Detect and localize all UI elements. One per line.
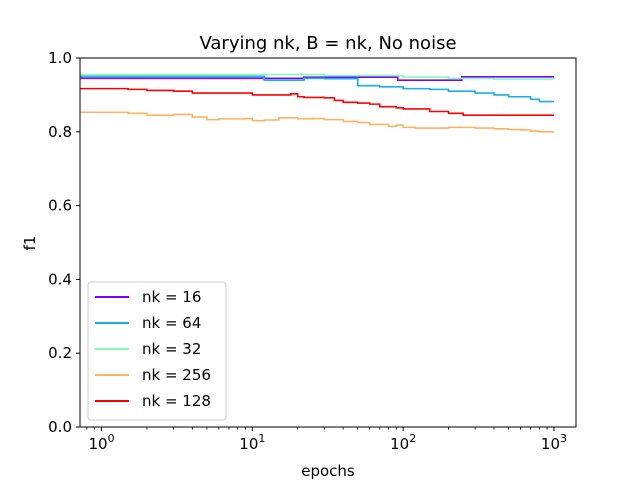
series-line-3 — [80, 111, 554, 133]
legend-label-3: nk = 256 — [142, 366, 211, 384]
y-tick-label-3: 0.6 — [48, 197, 72, 215]
legend-box — [87, 281, 227, 421]
series-line-2 — [80, 73, 555, 80]
y-axis-label: f1 — [21, 236, 39, 251]
series-line-1 — [80, 75, 554, 103]
legend-label-2: nk = 32 — [142, 340, 201, 358]
y-tick-label-4: 0.8 — [48, 123, 72, 141]
x-axis-label: epochs — [301, 462, 355, 480]
x-tick-label-3: 103 — [541, 432, 567, 453]
legend-label-4: nk = 128 — [142, 392, 211, 410]
plot-frame — [79, 57, 577, 428]
x-tick-label-0: 100 — [88, 432, 114, 453]
chart-title: Varying nk, B = nk, No noise — [199, 33, 456, 54]
legend-label-0: nk = 16 — [142, 288, 201, 306]
series-layer — [80, 73, 555, 133]
legend-label-1: nk = 64 — [142, 314, 201, 332]
y-tick-label-2: 0.4 — [48, 270, 72, 288]
y-tick-label-0: 0.0 — [48, 418, 72, 436]
legend: nk = 16 nk = 64 nk = 32 nk = 256 nk = 128 — [87, 281, 227, 421]
y-tick-label-5: 1.0 — [48, 49, 72, 67]
series-line-4 — [80, 87, 554, 116]
y-tick-label-1: 0.2 — [48, 344, 72, 362]
x-tick-label-2: 102 — [390, 432, 416, 453]
ticks-layer: 0.0 0.2 0.4 0.6 0.8 1.0 100 101 102 103 — [48, 49, 567, 453]
x-tick-label-1: 101 — [239, 432, 265, 453]
